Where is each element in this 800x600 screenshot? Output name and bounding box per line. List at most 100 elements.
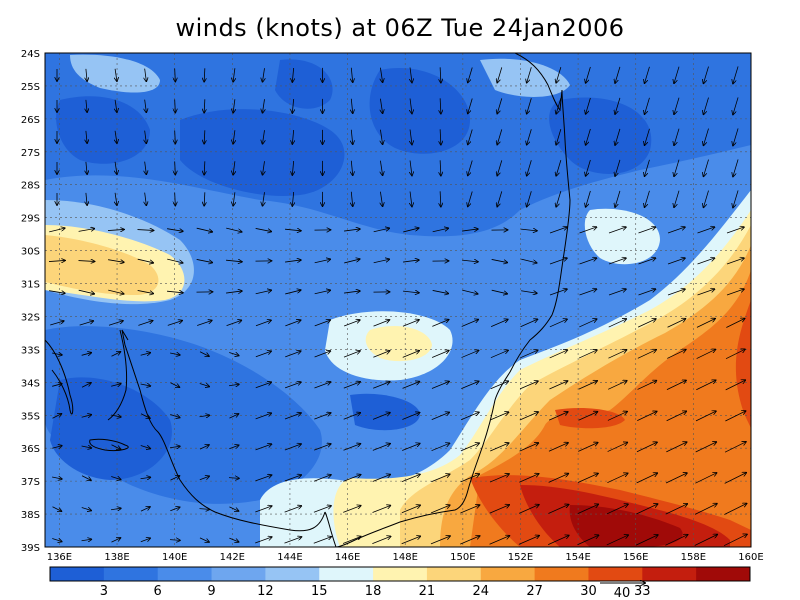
wind-arrow	[343, 444, 361, 451]
lon-label: 142E	[220, 552, 245, 563]
wind-arrow	[461, 350, 479, 358]
wind-arrow	[490, 412, 508, 421]
lat-label: 31S	[21, 280, 40, 291]
wind-arrow	[608, 289, 626, 296]
wind-arrow	[342, 537, 361, 544]
wind-arrow	[313, 537, 331, 544]
wind-arrow	[518, 536, 539, 545]
wind-arrow	[48, 260, 65, 261]
wind-arrow	[489, 505, 509, 514]
wind-arrow	[285, 229, 301, 231]
wind-arrow	[461, 381, 478, 390]
wind-arrow	[403, 228, 419, 233]
wind-arrow	[199, 415, 210, 416]
lat-label: 34S	[21, 378, 40, 389]
wind-arrow	[292, 67, 293, 82]
lon-label: 158E	[681, 552, 706, 563]
wind-arrow	[204, 161, 205, 174]
wind-speed-field	[45, 53, 751, 547]
wind-arrow	[724, 503, 746, 515]
wind-arrow	[521, 258, 537, 263]
colorbar-swatch	[480, 567, 536, 581]
wind-arrow	[577, 535, 598, 546]
wind-arrow	[527, 129, 532, 144]
wind-arrow	[579, 227, 597, 234]
map-title: winds (knots) at 06Z Tue 24jan2006	[175, 14, 625, 42]
wind-arrow	[228, 478, 239, 479]
wind-arrow	[410, 67, 412, 83]
wind-arrow	[170, 382, 180, 387]
wind-arrow	[233, 192, 235, 205]
wind-arrow	[667, 289, 685, 296]
wind-arrow	[665, 535, 687, 546]
wind-arrow	[314, 444, 331, 451]
wind-arrow	[292, 98, 293, 113]
wind-arrow	[556, 191, 562, 207]
colorbar-swatch	[373, 567, 428, 581]
wind-arrow	[284, 475, 302, 482]
wind-arrow	[284, 382, 301, 389]
wind-arrow	[373, 351, 389, 358]
wind-arrow	[262, 192, 264, 206]
wind-arrow	[49, 228, 65, 233]
wind-arrow	[491, 289, 508, 294]
wind-arrow	[314, 351, 331, 358]
wind-arrow	[170, 414, 180, 417]
wind-arrow	[137, 290, 154, 293]
wind-arrow	[440, 160, 441, 175]
lon-label: 160E	[738, 552, 763, 563]
wind-arrow	[284, 413, 301, 420]
wind-arrow	[78, 261, 95, 262]
wind-arrow	[372, 475, 391, 482]
wind-arrow	[229, 537, 238, 542]
wind-arrow	[351, 67, 352, 83]
wind-arrow	[204, 192, 205, 205]
wind-arrow	[703, 66, 709, 84]
wind-arrow	[520, 350, 537, 359]
wind-arrow	[723, 534, 747, 547]
wind-arrow	[636, 473, 658, 484]
wind-arrow	[226, 260, 242, 262]
wind-arrow	[343, 320, 360, 327]
wind-arrow	[401, 505, 420, 514]
wind-arrow	[431, 474, 449, 483]
wind-arrow	[667, 258, 685, 265]
wind-arrow	[703, 128, 709, 146]
wind-arrow	[674, 190, 680, 208]
wind-arrow	[145, 130, 147, 144]
lon-label: 154E	[565, 552, 590, 563]
wind-arrow	[81, 353, 92, 356]
wind-arrow	[52, 414, 62, 419]
wind-arrow	[607, 442, 628, 452]
wind-arrow	[78, 229, 95, 232]
wind-arrow	[81, 383, 91, 388]
wind-arrow	[549, 289, 567, 296]
wind-arrow	[170, 507, 179, 512]
wind-arrow	[314, 413, 330, 420]
wind-arrow	[460, 474, 480, 483]
wind-arrow	[440, 129, 441, 144]
wind-arrow	[351, 98, 352, 114]
colorbar-label: 21	[419, 584, 436, 599]
wind-arrow	[462, 289, 478, 294]
wind-arrow	[145, 99, 147, 113]
wind-arrow	[521, 291, 537, 294]
wind-arrow	[645, 190, 650, 207]
wind-arrow	[440, 98, 441, 113]
wind-vectors	[48, 66, 747, 547]
wind-arrow	[344, 259, 360, 264]
wind-arrow	[548, 474, 569, 483]
wind-arrow	[86, 68, 87, 81]
wind-arrow	[233, 99, 235, 112]
wind-arrow	[292, 129, 293, 144]
colorbar-swatch	[157, 567, 213, 581]
wind-arrow	[137, 258, 154, 263]
wind-arrow	[490, 319, 508, 327]
wind-arrow	[697, 227, 715, 234]
wind-arrow	[461, 320, 479, 327]
wind-arrow	[137, 230, 154, 231]
wind-arrow	[462, 229, 478, 231]
wind-arrow	[521, 229, 537, 231]
wind-arrow	[107, 229, 124, 230]
colorbar-swatch	[50, 567, 105, 581]
